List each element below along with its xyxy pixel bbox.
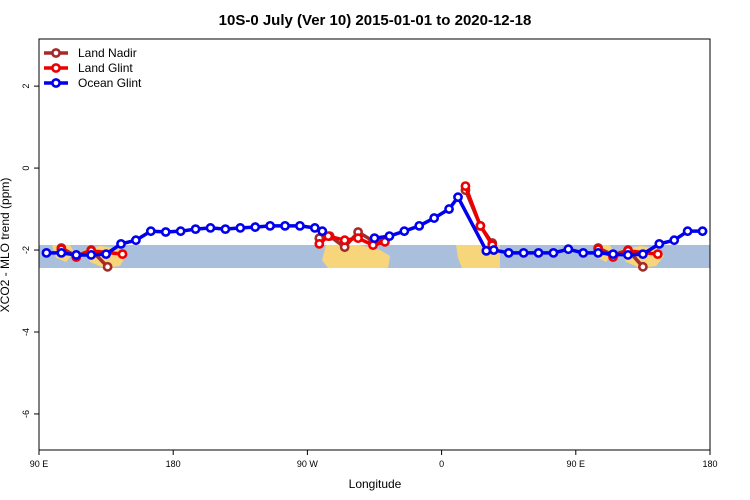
data-point	[608, 249, 618, 260]
y-tick-label: -6	[21, 410, 31, 418]
data-point	[475, 220, 486, 231]
data-point	[481, 245, 492, 256]
data-point	[353, 233, 363, 244]
y-tick-label: -2	[21, 246, 31, 254]
data-point	[384, 231, 395, 241]
data-point	[116, 238, 126, 249]
data-point	[623, 250, 633, 260]
data-point	[280, 220, 290, 231]
data-point	[265, 220, 276, 231]
data-point	[593, 248, 604, 258]
y-tick-label: -4	[21, 328, 31, 336]
land	[322, 245, 390, 268]
data-point	[563, 244, 574, 255]
data-point	[205, 223, 216, 233]
x-tick-label: 180	[166, 459, 181, 469]
plot-frame	[38, 38, 711, 451]
x-tick-label: 180	[702, 459, 717, 469]
data-point	[669, 235, 680, 246]
chart-title: 10S-0 July (Ver 10) 2015-01-01 to 2020-1…	[219, 12, 532, 29]
data-point	[548, 248, 559, 258]
data-point	[429, 213, 440, 223]
legend-label: Ocean Glint	[78, 76, 142, 90]
data-point	[697, 226, 708, 237]
data-point	[250, 222, 261, 232]
y-axis-label: XCO2 - MLO trend (ppm)	[0, 178, 12, 313]
data-point	[652, 249, 663, 260]
data-point	[317, 226, 328, 237]
data-point	[533, 248, 544, 258]
data-point	[295, 220, 305, 231]
data-point	[220, 224, 231, 235]
data-point	[41, 248, 52, 258]
y-tick-label: 0	[21, 166, 31, 171]
x-tick-label: 0	[439, 459, 444, 469]
data-point	[71, 250, 82, 260]
data-point	[175, 226, 186, 237]
data-point	[453, 192, 463, 203]
x-axis-label: Longitude	[349, 477, 402, 491]
legend-marker	[51, 78, 61, 88]
data-point	[444, 204, 454, 214]
data-point	[117, 249, 128, 260]
x-tick-label: 90 W	[297, 459, 319, 469]
data-point	[131, 235, 141, 246]
data-point	[56, 248, 67, 258]
x-tick-label: 90 E	[30, 459, 49, 469]
data-point	[323, 231, 334, 241]
data-point	[369, 233, 380, 244]
data-point	[638, 249, 648, 260]
data-point	[235, 223, 246, 233]
legend-marker	[51, 48, 61, 58]
data-point	[503, 248, 514, 258]
data-point	[399, 226, 410, 237]
data-point	[314, 238, 325, 249]
data-point	[460, 181, 471, 192]
data-point	[578, 248, 589, 258]
data-point	[488, 245, 499, 255]
data-point	[101, 249, 111, 260]
legend-label: Land Nadir	[78, 46, 137, 60]
data-point	[190, 224, 201, 235]
data-point	[682, 226, 693, 237]
data-point	[309, 223, 320, 233]
data-point	[654, 238, 665, 249]
data-point	[160, 227, 171, 237]
data-point	[339, 235, 350, 246]
data-point	[638, 261, 648, 272]
x-tick-label: 90 E	[567, 459, 586, 469]
data-point	[414, 220, 425, 231]
y-tick-label: 2	[21, 84, 31, 89]
data-point	[102, 261, 113, 272]
data-point	[145, 226, 156, 237]
legend-marker	[51, 63, 61, 73]
data-point	[86, 250, 97, 260]
legend-label: Land Glint	[78, 61, 133, 75]
data-point	[518, 248, 529, 258]
